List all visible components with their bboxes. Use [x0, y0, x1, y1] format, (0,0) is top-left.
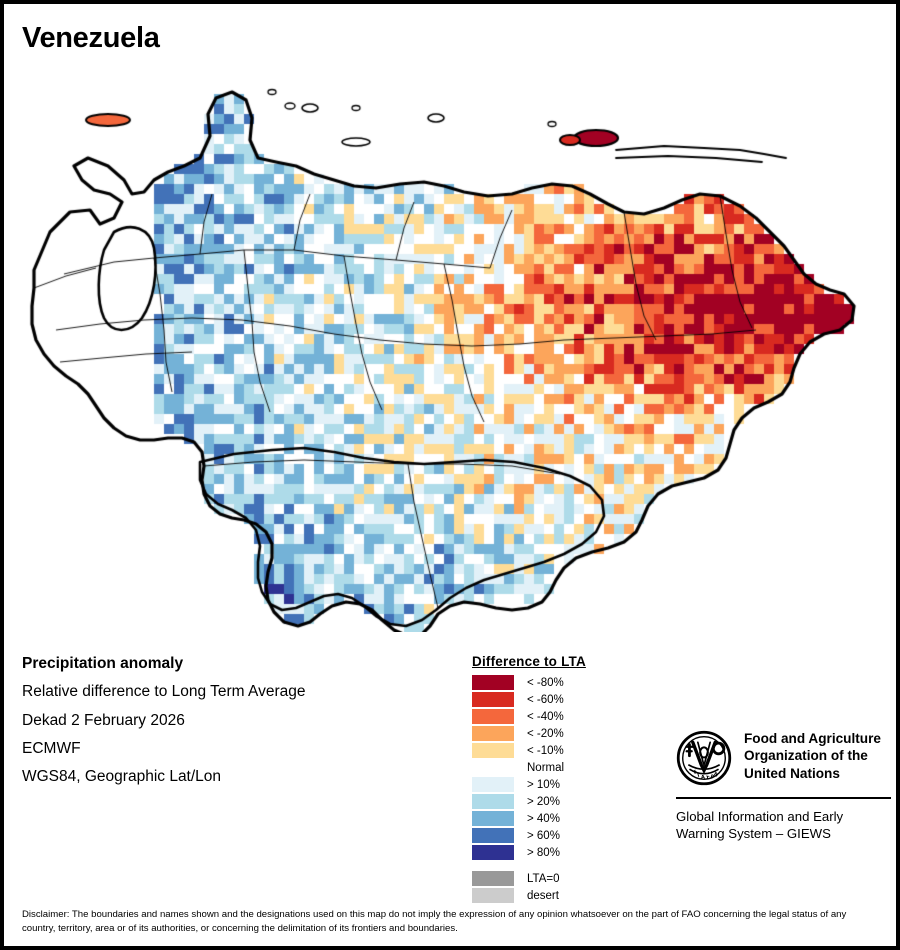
- legend-entry-swatch: [472, 777, 514, 792]
- fao-divider: [676, 797, 891, 799]
- legend-entry-label: > 60%: [527, 829, 560, 842]
- svg-text:A: A: [701, 774, 706, 780]
- legend-entry-row[interactable]: > 60%: [472, 827, 662, 844]
- info-heading: Precipitation anomaly: [22, 655, 184, 672]
- legend-entry-swatch: [472, 726, 514, 741]
- legend-entry-row[interactable]: < -10%: [472, 742, 662, 759]
- legend-entry-label: > 80%: [527, 846, 560, 859]
- svg-text:T: T: [705, 775, 710, 781]
- info-source: ECMWF: [22, 739, 81, 757]
- fao-branding: F I A T P N Food and Agriculture Organiz…: [676, 730, 891, 842]
- map-legend: Difference to LTA < -80% < -60% < -40% < -2…: [472, 654, 662, 904]
- fao-name-line2: Organization of the: [744, 748, 868, 764]
- legend-entry-label: < -60%: [527, 693, 564, 706]
- precipitation-anomaly-map[interactable]: [4, 62, 896, 632]
- legend-entries: < -80% < -60% < -40% < -20% < -10% Normal > 10…: [472, 674, 662, 861]
- fao-logo-icon: F I A T P N: [676, 730, 732, 786]
- fao-name-line1: Food and Agriculture: [744, 731, 881, 746]
- legend-entry-label: < -10%: [527, 744, 564, 757]
- legend-entry-row[interactable]: > 20%: [472, 793, 662, 810]
- legend-extra-entries: LTA=0 desert: [472, 870, 662, 904]
- legend-extra-row[interactable]: desert: [472, 887, 662, 904]
- legend-entry-row[interactable]: < -40%: [472, 708, 662, 725]
- legend-entry-row[interactable]: < -60%: [472, 691, 662, 708]
- legend-extra-swatch: [472, 888, 514, 903]
- info-subtitle: Relative difference to Long Term Average: [22, 683, 306, 701]
- legend-extra-row[interactable]: LTA=0: [472, 870, 662, 887]
- legend-extra-swatch: [472, 871, 514, 886]
- legend-entry-label: > 10%: [527, 778, 560, 791]
- svg-text:P: P: [710, 774, 716, 781]
- svg-text:N: N: [713, 771, 720, 778]
- legend-extra-label: desert: [527, 889, 559, 902]
- legend-entry-swatch: [472, 794, 514, 809]
- legend-extra-label: LTA=0: [527, 872, 560, 885]
- legend-title: Difference to LTA: [472, 654, 586, 669]
- legend-entry-row[interactable]: > 10%: [472, 776, 662, 793]
- map-area[interactable]: [4, 62, 896, 632]
- legend-entry-swatch: [472, 675, 514, 690]
- svg-text:I: I: [697, 773, 701, 779]
- legend-entry-swatch: [472, 692, 514, 707]
- legend-entry-swatch: [472, 760, 514, 775]
- legend-entry-label: > 20%: [527, 795, 560, 808]
- info-projection: WGS84, Geographic Lat/Lon: [22, 768, 222, 786]
- giews-line1: Global Information and Early: [676, 809, 844, 824]
- legend-entry-swatch: [472, 845, 514, 860]
- page-title: Venezuela: [22, 22, 160, 54]
- disclaimer-text: Disclaimer: The boundaries and names sho…: [22, 909, 847, 934]
- legend-entry-row[interactable]: Normal: [472, 759, 662, 776]
- legend-entry-row[interactable]: > 80%: [472, 844, 662, 861]
- legend-entry-label: Normal: [527, 761, 565, 774]
- legend-entry-swatch: [472, 811, 514, 826]
- giews-name: Global Information and Early Warning Sys…: [676, 808, 891, 842]
- fao-name: Food and Agriculture Organization of the…: [744, 730, 881, 782]
- legend-entry-label: < -80%: [527, 676, 564, 689]
- legend-entry-label: < -40%: [527, 710, 564, 723]
- legend-entry-swatch: [472, 709, 514, 724]
- legend-entry-label: > 40%: [527, 812, 560, 825]
- info-period: Dekad 2 February 2026: [22, 711, 185, 729]
- map-info-block: Precipitation anomaly Relative differenc…: [22, 655, 442, 797]
- giews-line2: Warning System – GIEWS: [676, 826, 831, 842]
- legend-entry-row[interactable]: < -80%: [472, 674, 662, 691]
- svg-text:F: F: [693, 769, 699, 776]
- legend-spacer: [472, 861, 662, 870]
- legend-entry-row[interactable]: < -20%: [472, 725, 662, 742]
- legend-entry-row[interactable]: > 40%: [472, 810, 662, 827]
- fao-name-line3: United Nations: [744, 765, 840, 781]
- legend-entry-swatch: [472, 828, 514, 843]
- legend-entry-swatch: [472, 743, 514, 758]
- legend-entry-label: < -20%: [527, 727, 564, 740]
